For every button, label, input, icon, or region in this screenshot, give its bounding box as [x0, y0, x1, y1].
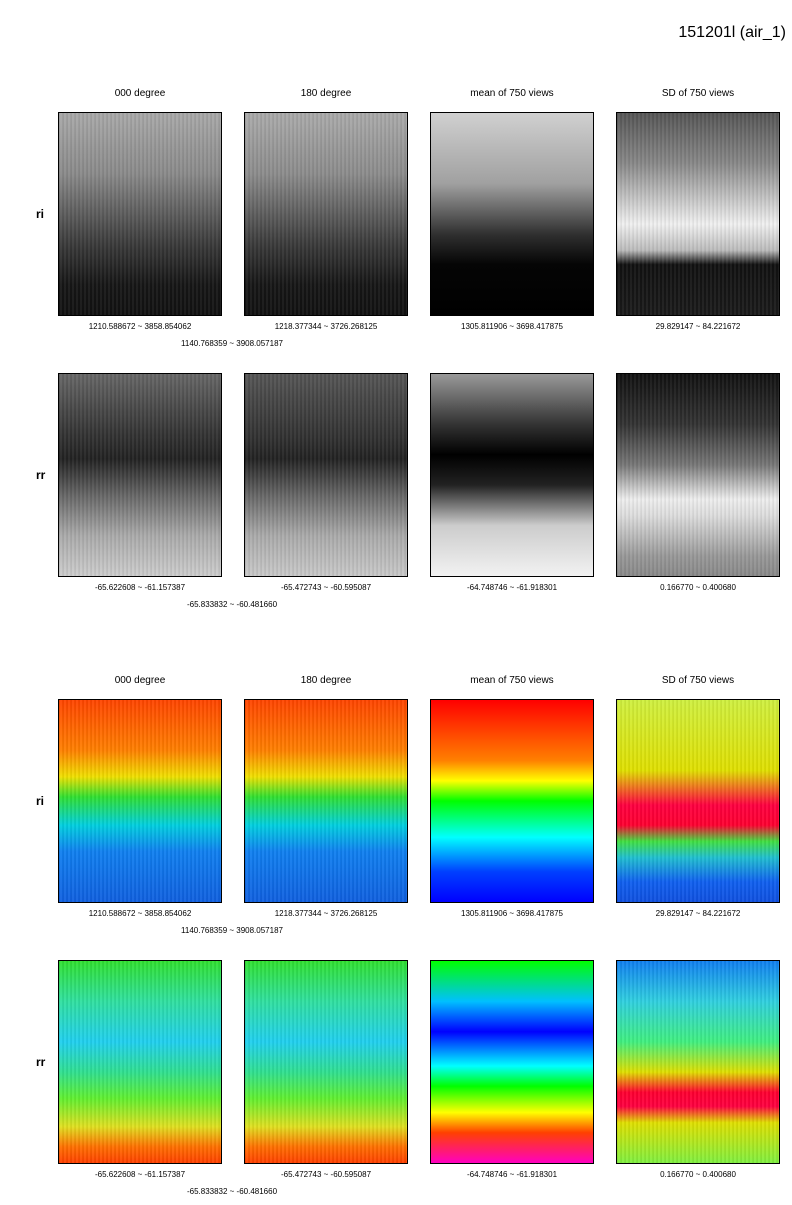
image-panel: [430, 112, 594, 316]
range-label: 1305.811906 ~ 3698.417875: [461, 909, 563, 918]
image-panel: [430, 373, 594, 577]
image-panel: [616, 112, 780, 316]
row-label: ri: [36, 207, 45, 221]
column-header: 180 degree: [300, 675, 352, 686]
image-panel: [58, 960, 222, 1164]
combined-range-label: 1140.768359 ~ 3908.057187: [181, 339, 283, 348]
column-header: 180 degree: [300, 88, 352, 99]
image-panel: [616, 960, 780, 1164]
column-header: 000 degree: [114, 88, 166, 99]
column-header: 000 degree: [114, 675, 166, 686]
range-label: 1218.377344 ~ 3726.268125: [274, 909, 378, 918]
image-panel: [58, 112, 222, 316]
range-label: -65.622608 ~ -61.157387: [94, 583, 186, 592]
range-label: -64.748746 ~ -61.918301: [466, 1170, 558, 1179]
image-panel: [616, 699, 780, 903]
image-panel: [58, 373, 222, 577]
range-label: 1210.588672 ~ 3858.854062: [88, 909, 192, 918]
image-panel: [244, 699, 408, 903]
range-label: 1210.588672 ~ 3858.854062: [88, 322, 192, 331]
range-label: 1218.377344 ~ 3726.268125: [274, 322, 378, 331]
range-label: 1305.811906 ~ 3698.417875: [461, 322, 563, 331]
range-label: -65.472743 ~ -60.595087: [280, 583, 372, 592]
row-label: rr: [36, 1055, 46, 1069]
combined-range-label: -65.833832 ~ -60.481660: [186, 600, 278, 609]
column-header: mean of 750 views: [470, 88, 554, 99]
range-label: 29.829147 ~ 84.221672: [655, 322, 741, 331]
range-label: 29.829147 ~ 84.221672: [655, 909, 741, 918]
row-label: rr: [36, 468, 46, 482]
combined-range-label: 1140.768359 ~ 3908.057187: [181, 926, 283, 935]
combined-range-label: -65.833832 ~ -60.481660: [186, 1187, 278, 1196]
range-label: -65.472743 ~ -60.595087: [280, 1170, 372, 1179]
range-label: -64.748746 ~ -61.918301: [466, 583, 558, 592]
column-header: mean of 750 views: [470, 675, 554, 686]
column-header: SD of 750 views: [661, 675, 735, 686]
image-panel: [244, 112, 408, 316]
image-panel: [244, 960, 408, 1164]
image-panel: [244, 373, 408, 577]
image-panel: [58, 699, 222, 903]
image-panel: [616, 373, 780, 577]
range-label: 0.166770 ~ 0.400680: [660, 583, 736, 592]
row-label: ri: [36, 794, 45, 808]
image-panel: [430, 960, 594, 1164]
range-label: 0.166770 ~ 0.400680: [660, 1170, 736, 1179]
page-title: 151201l (air_1): [678, 24, 786, 41]
column-header: SD of 750 views: [661, 88, 735, 99]
range-label: -65.622608 ~ -61.157387: [94, 1170, 186, 1179]
image-panel: [430, 699, 594, 903]
